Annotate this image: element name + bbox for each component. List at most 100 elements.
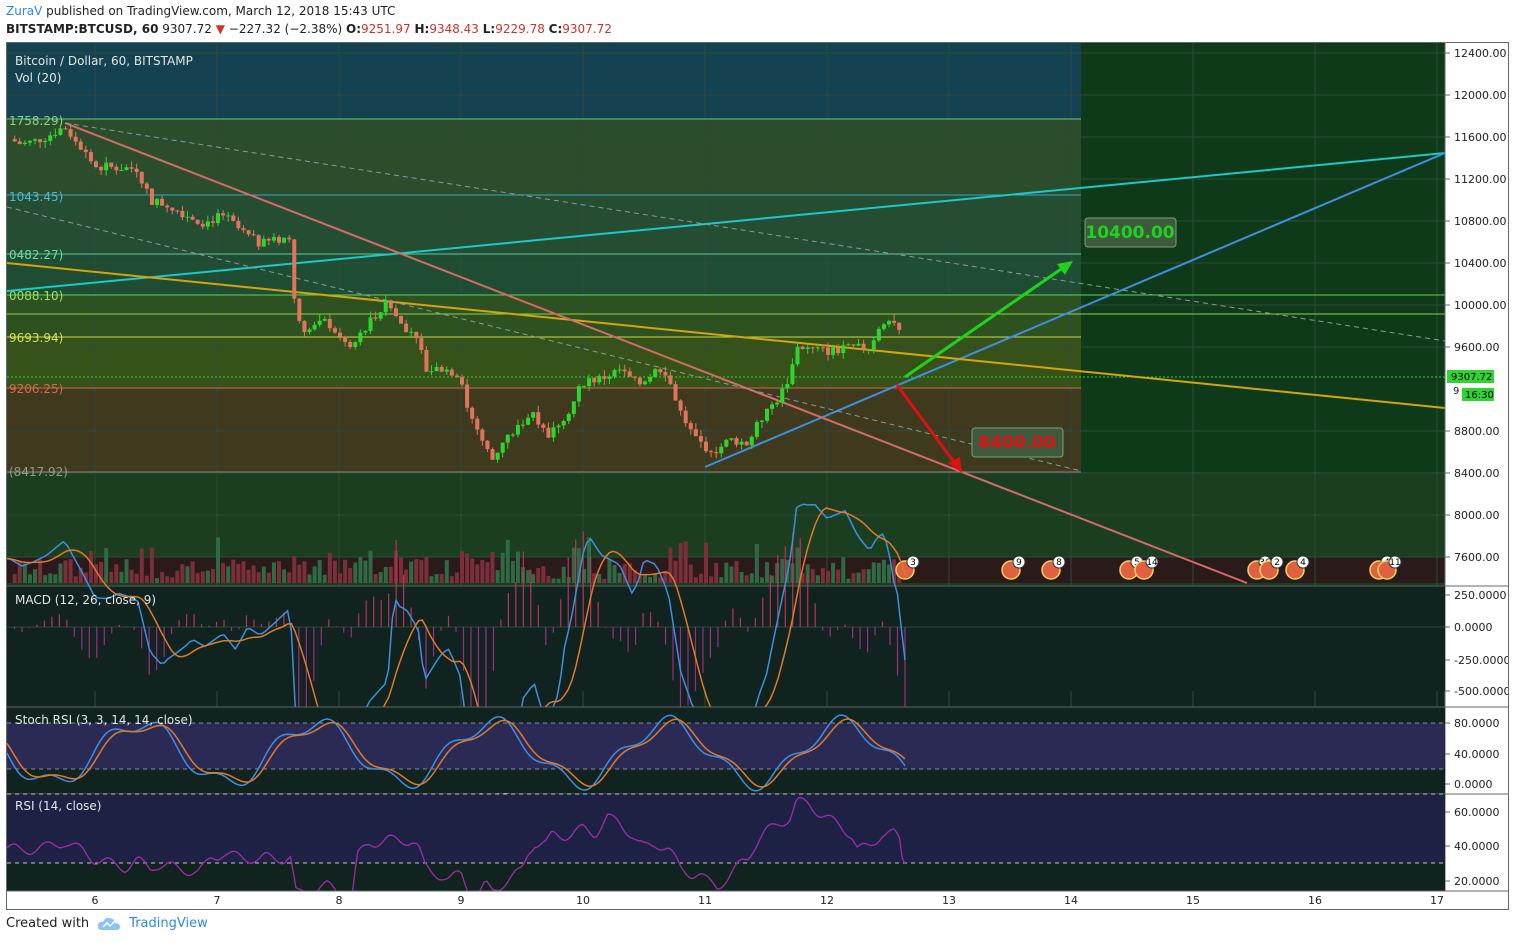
volume-bar [795,547,800,583]
event-count-badge[interactable] [1012,555,1026,569]
volume-bar [22,563,27,583]
volume-bar [653,573,658,583]
volume-bar [500,552,505,583]
partial-price-label: 9 [1453,386,1459,397]
stoch-title: Stoch RSI (3, 3, 14, 14, close) [15,713,193,727]
volume-bar [714,562,719,583]
volume-bar [205,570,210,583]
yellow-trend-line [6,262,1446,409]
time-axis[interactable] [7,891,1508,909]
volume-bar [678,542,683,583]
fib-label-3: 0482.27) [9,248,63,262]
volume-bar [261,566,266,583]
candle-body [627,371,632,377]
time-tick-label: 13 [942,894,956,907]
candle-body [348,341,353,348]
volume-bar [246,569,251,583]
volume-bar [266,572,271,583]
candle-body [149,188,154,205]
candle-body [266,238,271,241]
symbol-ohlc-line: BITSTAMP:BTCUSD, 60 9307.72 ▼ −227.32 (−… [6,22,612,38]
event-count-badge[interactable] [1052,555,1066,569]
volume-bar [27,574,32,583]
volume-bar [312,566,317,583]
volume-bar [541,566,546,583]
volume-bar [256,572,261,583]
candle-body [790,364,795,385]
price-tick-label: 12000.00 [1454,89,1507,102]
volume-bars [12,537,902,583]
volume-bar [170,577,175,583]
price-change: −227.32 (−2.38%) [228,22,343,36]
candle-body [155,198,160,205]
fib-label-1: 1758.29) [9,114,63,128]
created-with-label: Created with [6,916,90,931]
volume-bar [668,547,673,583]
candle-body [480,429,485,441]
volume-bar [73,576,78,583]
candle-body [688,423,693,430]
volume-bar [643,575,648,583]
fib-zone-6 [7,388,1081,472]
candle-body [592,378,597,383]
tradingview-link[interactable]: TradingView [129,916,208,931]
price-tick-label: 7600.00 [1454,551,1500,564]
volume-bar [454,572,459,583]
candle-body [205,221,210,227]
economic-event-markers[interactable]: 3985143624411 [895,555,1402,580]
volume-bar [399,557,404,583]
author-link[interactable]: ZuraV [6,4,43,18]
candle-body [871,340,876,350]
candle-body [424,350,429,372]
volume-bar [449,576,454,583]
volume-bar [439,573,444,583]
volume-bar [856,572,861,583]
event-count-badge[interactable] [906,555,920,569]
event-count-badge[interactable] [1270,555,1284,569]
volume-bar [531,574,536,583]
volume-bar [826,570,831,583]
volume-bar [648,576,653,583]
price-axis[interactable] [1445,43,1508,909]
volume-bar [658,577,663,583]
volume-bar [881,559,886,583]
candle-body [698,436,703,442]
candle-body [820,347,825,349]
fib-zone-1 [7,119,1081,195]
price-tick-label: 8800.00 [1454,425,1500,438]
candle-body [236,220,241,229]
volume-bar [632,570,637,583]
price-tick-label: 11600.00 [1454,131,1507,144]
candle-body [139,171,144,184]
candle-body [114,166,119,171]
volume-bar [94,564,99,583]
time-tag-bg [1462,388,1494,401]
candle-body [144,183,149,189]
time-tick-label: 15 [1186,894,1200,907]
candles [12,123,902,463]
event-count-badge[interactable] [1296,555,1310,569]
chart-area[interactable]: 1758.29) 1043.45) 0482.27) 0088.10) 9693… [6,42,1510,910]
candle-body [465,384,470,408]
event-count-badge[interactable] [1388,555,1402,569]
candle-body [805,347,810,349]
volume-bar [510,560,515,583]
volume-bar [429,576,434,583]
event-count-badge[interactable] [1145,555,1159,569]
stoch-ticks: 80.0000 40.0000 0.0000 [1445,717,1500,791]
candle-body [343,336,348,342]
candle-body [302,320,307,333]
candle-body [165,205,170,208]
time-tick-label: 17 [1430,894,1444,907]
volume-bar [465,553,470,583]
candle-body [109,162,114,167]
candle-body [373,317,378,319]
candle-body [241,228,246,231]
candle-body [221,213,226,216]
volume-bar [744,575,749,583]
candle-body [378,312,383,319]
candle-body [704,441,709,452]
macd-pane[interactable] [7,586,1445,691]
volume-bar [892,559,897,583]
time-tick-label: 9 [458,894,465,907]
